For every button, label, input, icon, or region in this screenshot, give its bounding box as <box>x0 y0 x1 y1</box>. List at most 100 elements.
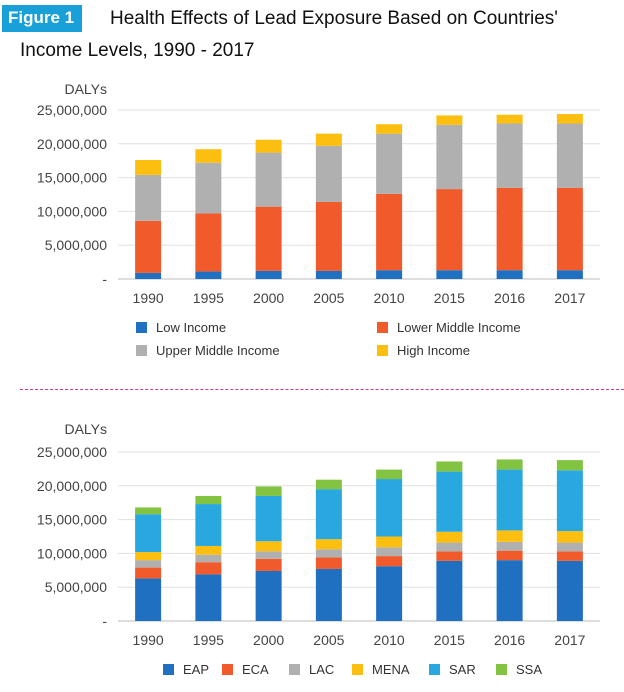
bar-segment <box>195 562 222 575</box>
bar-segment <box>436 471 463 532</box>
legend-swatch <box>289 664 300 675</box>
bar-segment <box>496 560 523 621</box>
bar-segment <box>436 531 463 543</box>
bar-segment <box>255 139 282 153</box>
bar-segment <box>195 554 222 563</box>
bar-segment <box>135 514 162 553</box>
bar-segment <box>135 578 162 621</box>
legend-swatch <box>136 322 147 333</box>
bar-segment <box>376 547 403 557</box>
legend-swatch <box>222 664 233 675</box>
figure-title-line1: Health Effects of Lead Exposure Based on… <box>110 8 558 29</box>
legend-swatch <box>496 664 507 675</box>
legend-label: MENA <box>372 662 410 677</box>
bar-segment <box>496 187 523 271</box>
y-tick-label: 10,000,000 <box>37 203 107 219</box>
y-tick-label: 5,000,000 <box>45 237 107 253</box>
bar-segment <box>556 531 583 543</box>
bar-segment <box>556 123 583 188</box>
bar-segment <box>195 504 222 546</box>
bar-segment <box>436 115 463 125</box>
bar-segment <box>135 272 162 279</box>
x-tick-label: 2005 <box>313 290 344 306</box>
legend-label: Lower Middle Income <box>397 320 521 335</box>
figure-badge: Figure 1 <box>2 5 83 32</box>
bar-segment <box>135 507 162 515</box>
y-tick-label: 25,000,000 <box>37 102 107 118</box>
y-axis-label: DALYs <box>64 421 107 437</box>
bar-segment <box>255 570 282 621</box>
x-tick-label: 2000 <box>253 632 284 648</box>
bar-segment <box>436 189 463 271</box>
x-tick-label: 1995 <box>193 290 224 306</box>
legend-label: SAR <box>449 662 476 677</box>
bar-segment <box>315 133 342 146</box>
bar-segment <box>556 460 583 471</box>
bar-segment <box>315 568 342 621</box>
y-tick-label: - <box>102 613 107 629</box>
bar-segment <box>376 133 403 194</box>
x-tick-label: 2015 <box>434 632 465 648</box>
bar-segment <box>436 270 463 279</box>
bar-segment <box>135 552 162 561</box>
bar-segment <box>255 206 282 271</box>
bar-segment <box>195 495 222 505</box>
bar-segment <box>376 536 403 548</box>
x-tick-label: 2017 <box>554 290 585 306</box>
bar-segment <box>376 469 403 480</box>
x-tick-label: 2010 <box>374 632 405 648</box>
bar-segment <box>556 187 583 271</box>
bar-segment <box>436 461 463 472</box>
bar-segment <box>496 270 523 279</box>
bar-segment <box>255 495 282 542</box>
legend-label: SSA <box>516 662 542 677</box>
legend-label: EAP <box>183 662 209 677</box>
section-divider <box>20 389 624 390</box>
bar-segment <box>255 551 282 559</box>
y-tick-label: 25,000,000 <box>37 444 107 460</box>
bar-segment <box>315 479 342 490</box>
bar-segment <box>556 560 583 621</box>
bar-segment <box>135 560 162 568</box>
bar-segment <box>556 551 583 561</box>
x-tick-label: 2017 <box>554 632 585 648</box>
bar-segment <box>436 551 463 561</box>
x-tick-label: 1990 <box>133 290 164 306</box>
chart-income-levels: DALYs - 5,000,000 10,000,000 15,000,000 20,00… <box>37 81 600 358</box>
legend-swatch <box>136 345 147 356</box>
bar-segment <box>496 459 523 470</box>
bar-segment <box>376 556 403 567</box>
legend-label: High Income <box>397 343 470 358</box>
bar-segment <box>315 539 342 550</box>
bar-segment <box>195 545 222 555</box>
legend-label: ECA <box>242 662 269 677</box>
x-tick-label: 1990 <box>133 632 164 648</box>
x-tick-label: 2016 <box>494 290 525 306</box>
bar-segment <box>195 162 222 214</box>
x-tick-label: 2010 <box>374 290 405 306</box>
bar-segment <box>315 270 342 279</box>
bar-segment <box>496 550 523 561</box>
bar-segment <box>496 123 523 188</box>
x-tick-label: 1995 <box>193 632 224 648</box>
legend-swatch <box>163 664 174 675</box>
x-tick-label: 2000 <box>253 290 284 306</box>
bar-segment <box>556 470 583 532</box>
x-tick-label: 2016 <box>494 632 525 648</box>
chart-regions: DALYs - 5,000,000 10,000,000 15,000,000 20,00… <box>37 421 600 677</box>
x-tick-label: 2015 <box>434 290 465 306</box>
bar-segment <box>195 213 222 272</box>
bar-segment <box>496 541 523 551</box>
figure-title-line2: Income Levels, 1990 - 2017 <box>20 40 255 61</box>
bar-segment <box>556 114 583 124</box>
bar-segment <box>315 557 342 569</box>
bar-segment <box>255 558 282 571</box>
y-tick-label: 20,000,000 <box>37 478 107 494</box>
bar-segment <box>195 271 222 279</box>
bar-segment <box>436 542 463 552</box>
bar-segment <box>496 469 523 531</box>
legend-label: Low Income <box>156 320 226 335</box>
bar-segment <box>135 567 162 579</box>
bar-segment <box>315 549 342 558</box>
legend-swatch <box>429 664 440 675</box>
